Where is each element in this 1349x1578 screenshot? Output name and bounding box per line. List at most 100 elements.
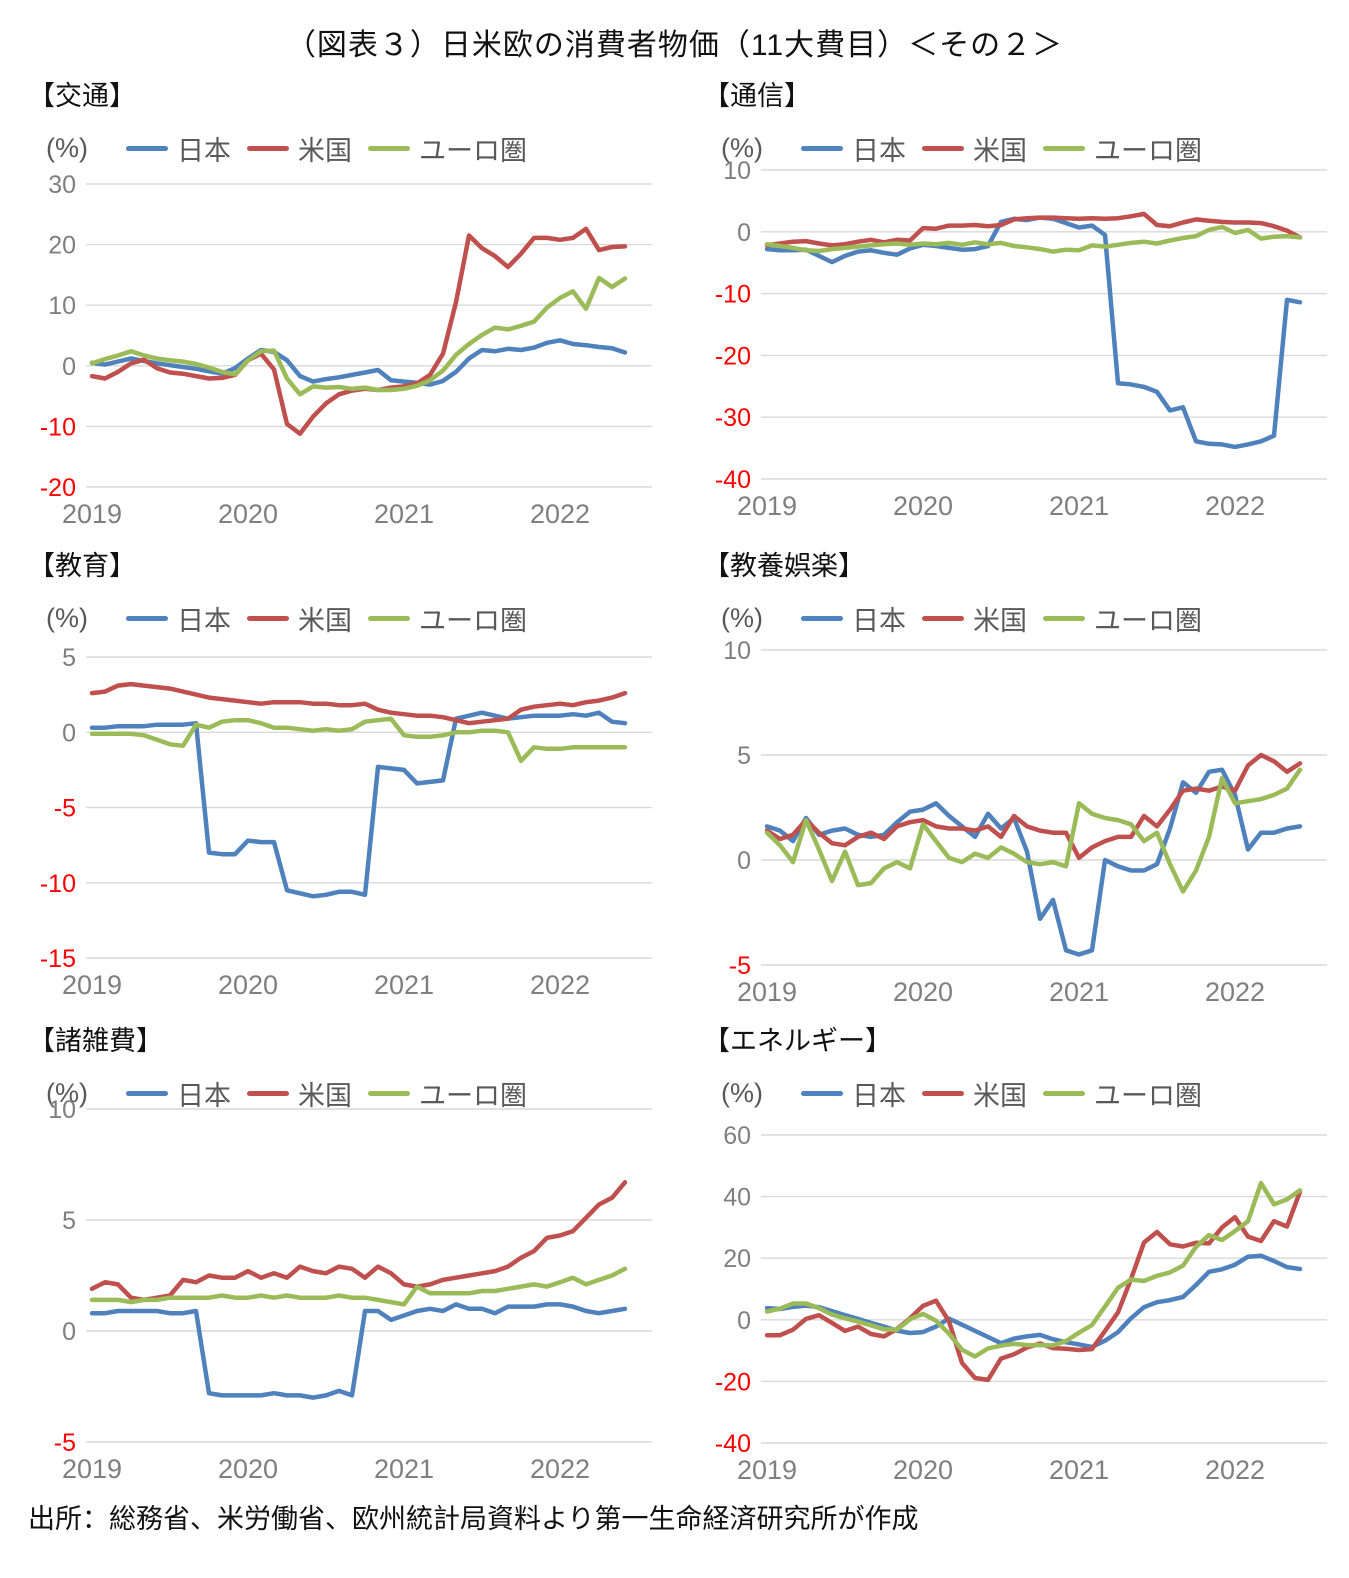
chart-legend: (%) 日本 米国 ユーロ圏 — [46, 600, 527, 636]
series-line-japan — [764, 1253, 1303, 1350]
chart-heading-transport: 【交通】 — [28, 81, 136, 111]
percent-axis-label: (%) — [721, 602, 763, 633]
y-tick-label: 0 — [62, 353, 76, 381]
chart-heading-miscellaneous: 【諸雑費】 — [28, 1026, 163, 1056]
y-tick-label: -5 — [729, 952, 751, 980]
y-tick-label: 10 — [723, 157, 751, 185]
legend-item-us: 米国 — [247, 1074, 352, 1113]
legend-label-euro: ユーロ圏 — [419, 1080, 527, 1111]
series-line-euro — [89, 716, 628, 764]
y-tick-label: 0 — [737, 1307, 751, 1335]
chart-miscellaneous: 【諸雑費】 (%) 日本 米国 ユーロ圏 10 5 0 -5 2019 2020 2021 2… — [0, 1015, 675, 1490]
legend-item-us: 米国 — [922, 1074, 1027, 1113]
legend-item-us: 米国 — [247, 129, 352, 168]
chart-heading-education: 【教育】 — [28, 551, 136, 581]
legend-label-us: 米国 — [973, 1080, 1027, 1111]
y-tick-label: -5 — [54, 795, 76, 823]
chart-legend: (%) 日本 米国 ユーロ圏 — [721, 1075, 1202, 1111]
series-line-us — [89, 1180, 628, 1303]
series-line-us — [764, 752, 1303, 861]
chart-education: 【教育】 (%) 日本 米国 ユーロ圏 5 0 -5 -10 -15 2019 2020 20… — [0, 540, 675, 1015]
legend-line-us-icon — [247, 1090, 289, 1096]
y-tick-label: -40 — [715, 466, 751, 494]
x-tick-label: 2020 — [218, 970, 278, 1000]
series-line-us — [89, 226, 628, 436]
chart-heading-energy: 【エネルギー】 — [703, 1026, 892, 1056]
legend-label-us: 米国 — [973, 605, 1027, 636]
legend-label-euro: ユーロ圏 — [419, 605, 527, 636]
legend-line-japan-icon — [126, 1090, 168, 1096]
y-tick-label: -30 — [715, 404, 751, 432]
chart-legend: (%) 日本 米国 ユーロ圏 — [721, 600, 1202, 636]
x-tick-label: 2021 — [374, 1454, 434, 1484]
y-tick-label: -20 — [715, 342, 751, 370]
chart-legend: (%) 日本 米国 ユーロ圏 — [46, 130, 527, 166]
series-line-us — [764, 1189, 1303, 1383]
legend-item-japan: 日本 — [801, 599, 906, 638]
legend-line-japan-icon — [126, 615, 168, 621]
legend-line-japan-icon — [801, 1090, 843, 1096]
series-line-us — [89, 681, 628, 726]
y-tick-label: 0 — [62, 1318, 76, 1346]
chart-energy: 【エネルギー】 (%) 日本 米国 ユーロ圏 60 40 20 0 -20 -40 2019… — [675, 1015, 1349, 1490]
series-line-euro — [764, 767, 1303, 894]
x-tick-label: 2019 — [737, 1455, 797, 1485]
series-line-japan — [764, 767, 1303, 957]
x-tick-label: 2022 — [530, 499, 590, 529]
legend-item-japan: 日本 — [126, 1074, 231, 1113]
legend-line-japan-icon — [801, 145, 843, 151]
legend-item-japan: 日本 — [801, 1074, 906, 1113]
x-tick-label: 2021 — [1049, 1455, 1109, 1485]
legend-label-euro: ユーロ圏 — [419, 135, 527, 166]
y-tick-label: -10 — [715, 281, 751, 309]
x-tick-label: 2021 — [1049, 491, 1109, 521]
source-note: 出所：総務省、米労働省、欧州統計局資料より第一生命経済研究所が作成 — [28, 1504, 919, 1534]
series-line-euro — [764, 224, 1303, 254]
y-tick-label: 20 — [723, 1245, 751, 1273]
y-tick-label: 5 — [62, 1207, 76, 1235]
chart-heading-culture-recreation: 【教養娯楽】 — [703, 551, 865, 581]
legend-item-us: 米国 — [922, 129, 1027, 168]
legend-label-us: 米国 — [298, 135, 352, 166]
legend-item-us: 米国 — [922, 599, 1027, 638]
x-tick-label: 2020 — [893, 1455, 953, 1485]
y-tick-label: 10 — [48, 292, 76, 320]
legend-line-us-icon — [247, 615, 289, 621]
legend-label-us: 米国 — [298, 605, 352, 636]
x-tick-label: 2020 — [218, 499, 278, 529]
series-line-japan — [89, 1302, 628, 1400]
chart-legend: (%) 日本 米国 ユーロ圏 — [721, 130, 1202, 166]
chart-transport: 【交通】 (%) 日本 米国 ユーロ圏 30 20 10 0 -10 -20 2019 202… — [0, 70, 675, 545]
legend-item-euro: ユーロ圏 — [368, 129, 527, 168]
x-tick-label: 2021 — [374, 970, 434, 1000]
y-tick-label: 0 — [737, 219, 751, 247]
y-tick-label: -15 — [40, 945, 76, 973]
legend-item-japan: 日本 — [126, 599, 231, 638]
percent-axis-label: (%) — [46, 602, 88, 633]
y-tick-label: 20 — [48, 232, 76, 260]
x-tick-label: 2019 — [737, 491, 797, 521]
legend-line-us-icon — [922, 615, 964, 621]
legend-line-japan-icon — [126, 145, 168, 151]
x-tick-label: 2022 — [530, 1454, 590, 1484]
y-tick-label: 10 — [48, 1096, 76, 1124]
x-tick-label: 2022 — [530, 970, 590, 1000]
x-tick-label: 2019 — [62, 1454, 122, 1484]
chart-legend: (%) 日本 米国 ユーロ圏 — [46, 1075, 527, 1111]
legend-item-japan: 日本 — [126, 129, 231, 168]
percent-axis-label: (%) — [46, 1077, 88, 1108]
legend-label-japan: 日本 — [852, 1080, 906, 1111]
legend-item-euro: ユーロ圏 — [368, 599, 527, 638]
series-line-euro — [89, 1266, 628, 1307]
series-line-japan — [764, 215, 1303, 450]
legend-label-us: 米国 — [973, 135, 1027, 166]
y-tick-label: -10 — [40, 870, 76, 898]
series-line-euro — [89, 275, 628, 397]
legend-label-japan: 日本 — [177, 135, 231, 166]
legend-line-us-icon — [247, 145, 289, 151]
y-tick-label: -40 — [715, 1430, 751, 1458]
y-tick-label: -10 — [40, 413, 76, 441]
